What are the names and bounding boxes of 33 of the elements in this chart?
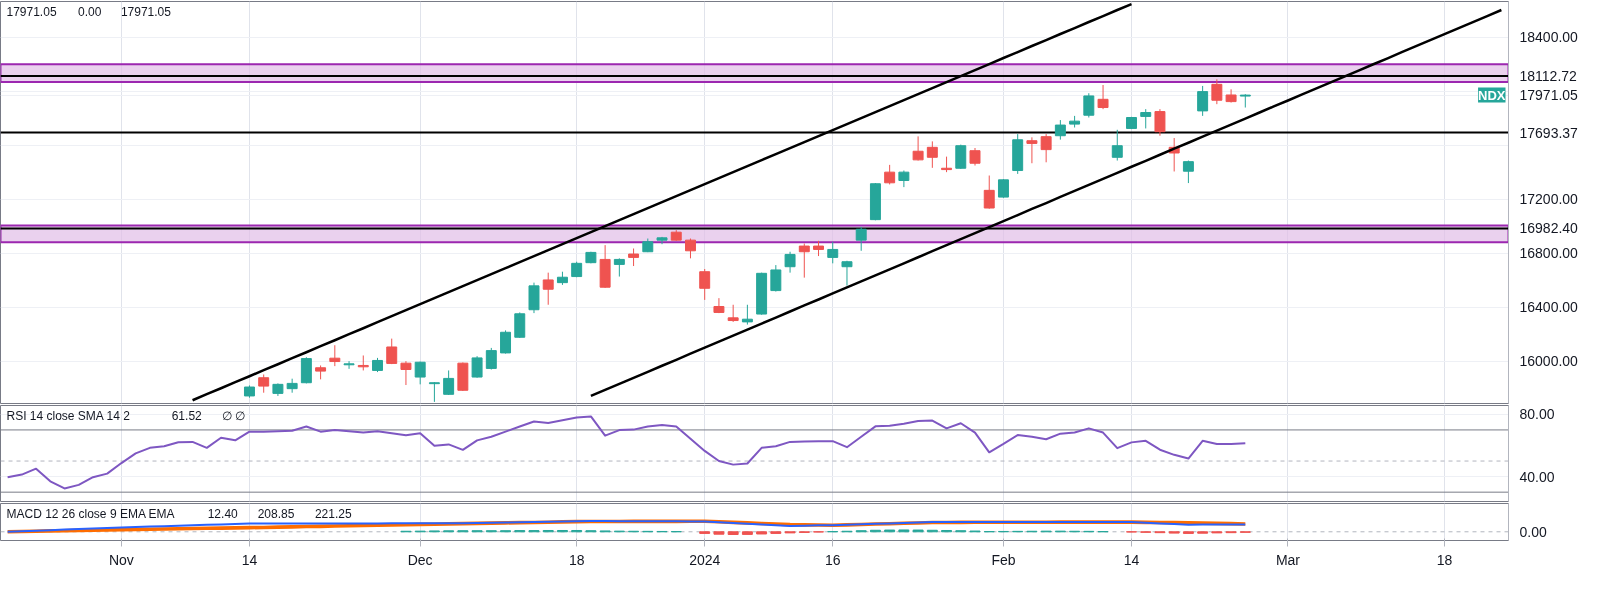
- y-tick-label: 16800.00: [1519, 245, 1579, 262]
- y-tick-label: 17200.00: [1519, 191, 1579, 208]
- y-tick-label: 17971.05: [1519, 87, 1579, 104]
- ref-line-label: 0.00: [1519, 523, 1547, 540]
- x-tick-label: Nov: [108, 551, 134, 568]
- text: MACD 12 26 close 9 EMA EMA: [6, 506, 175, 521]
- y-tick-label: 40.00: [1519, 468, 1555, 485]
- annotation: 12.40: [207, 507, 239, 521]
- y-tick-label: 16000.00: [1519, 353, 1579, 370]
- y-tick-label: 16400.00: [1519, 299, 1579, 316]
- annotation: 17971.05: [6, 5, 57, 19]
- x-tick-label: Feb: [991, 551, 1016, 568]
- y-tick-label: 18400.00: [1519, 29, 1579, 46]
- x-tick-label: Dec: [407, 551, 433, 568]
- x-tick-label: 14: [1123, 551, 1140, 568]
- y-tick-label: 80.00: [1519, 406, 1555, 423]
- x-tick-label: Mar: [1275, 551, 1301, 568]
- annotation: 208.85: [257, 507, 295, 521]
- annotation: 221.25: [314, 507, 352, 521]
- x-tick-label: 18: [1436, 551, 1453, 568]
- x-tick-label: 18: [568, 551, 585, 568]
- ref-line-label: 17693.37: [1519, 124, 1579, 141]
- annotation: ∅ ∅: [221, 408, 246, 423]
- ref-line-label: 16982.40: [1519, 220, 1579, 237]
- x-tick-label: 16: [824, 551, 841, 568]
- annotation: NDX: [1478, 87, 1506, 103]
- annotation: 17971.05: [120, 5, 172, 19]
- x-tick-label: 14: [241, 551, 258, 568]
- annotation: 61.52: [171, 409, 203, 423]
- annotation: RSI 14 close SMA 14 2: [6, 408, 131, 423]
- annotation: 0.00: [78, 5, 102, 19]
- x-tick-label: 2024: [689, 551, 721, 568]
- ref-line-label: 18112.72: [1519, 68, 1578, 84]
